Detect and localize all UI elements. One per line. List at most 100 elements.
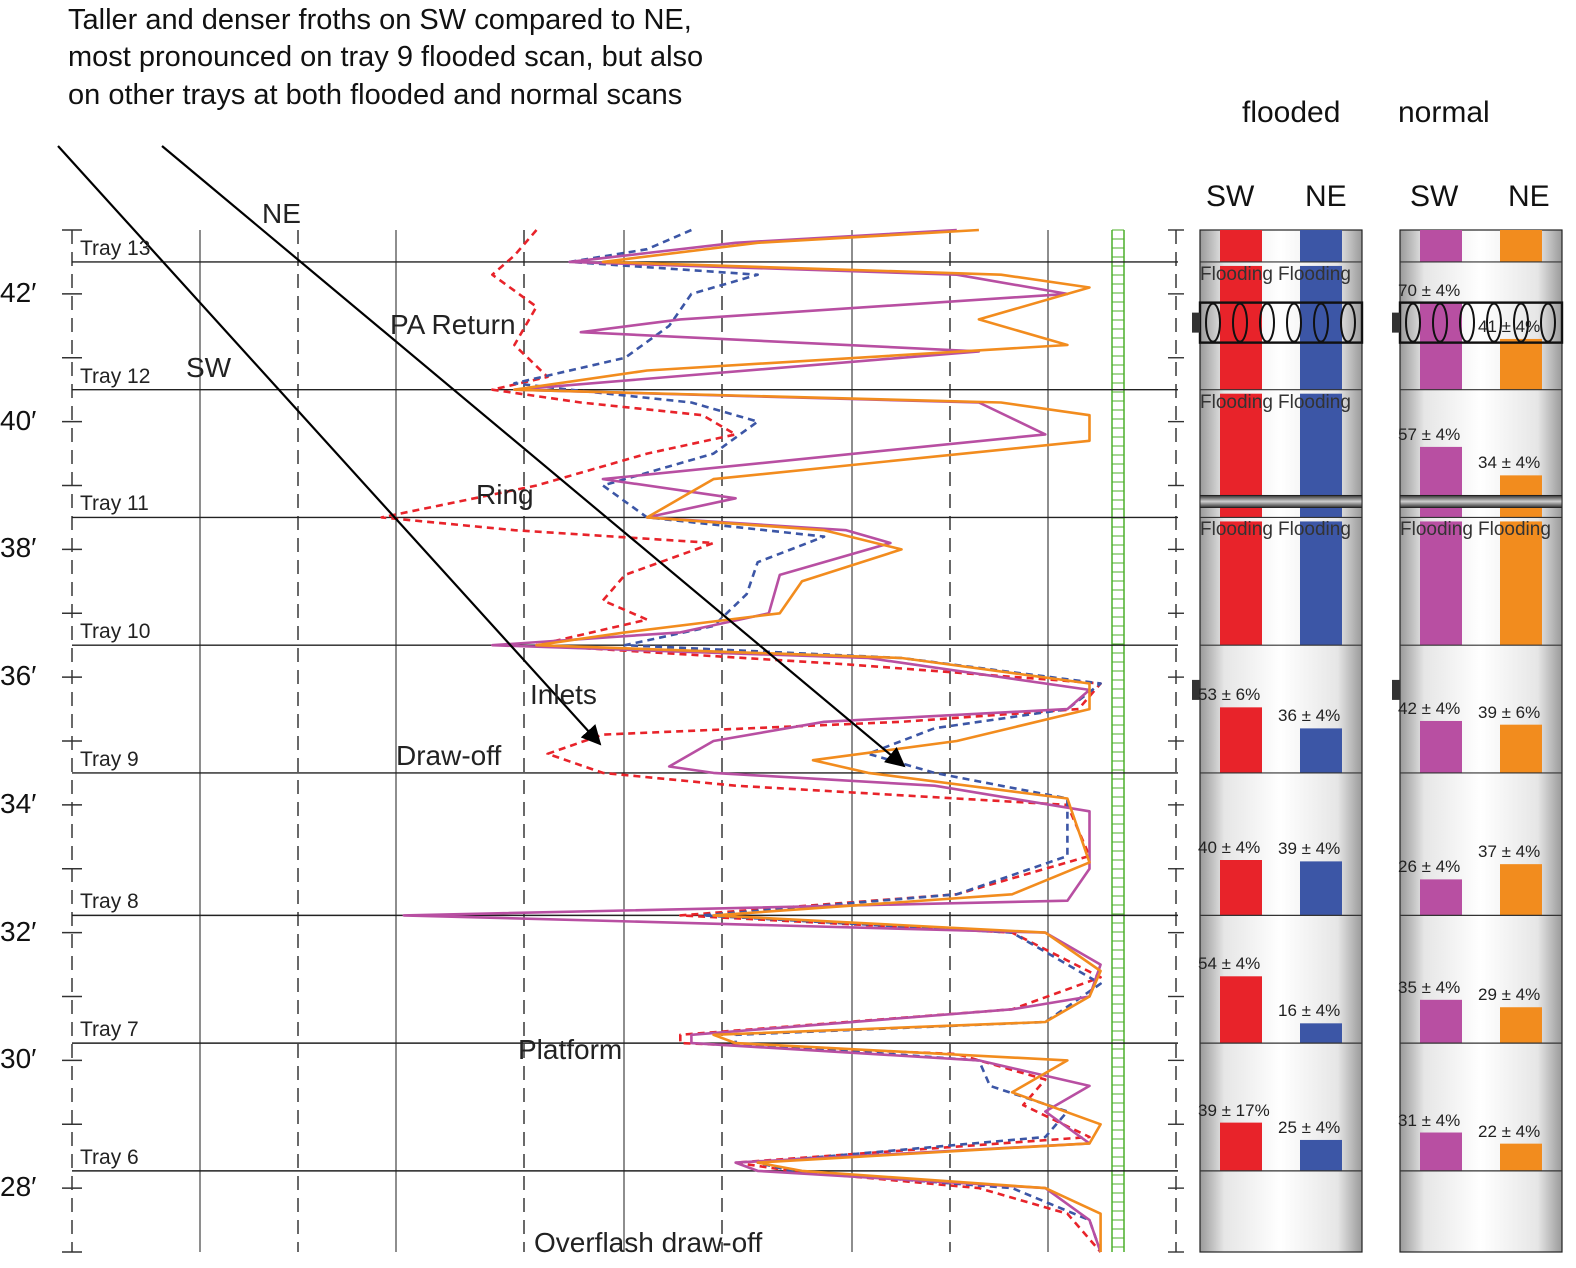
distributor-pipe — [1540, 302, 1556, 343]
normal-sw-value-label: 35 ± 4% — [1398, 977, 1461, 997]
normal-ne-header: NE — [1508, 180, 1550, 213]
y-tick-label: 32′ — [0, 915, 37, 947]
annotation-line-3: on other trays at both flooded and norma… — [68, 79, 683, 111]
distributor-pipe — [1205, 302, 1221, 343]
flooded-ne-bar — [1300, 861, 1342, 916]
flooded-sw-bar — [1220, 1171, 1262, 1252]
flooded-sw-value-label: 53 ± 6% — [1198, 685, 1261, 705]
normal-ne-bar — [1500, 338, 1542, 390]
tower-columns — [1192, 229, 1564, 1253]
flooded-ne-value-label: 25 ± 4% — [1278, 1117, 1341, 1137]
annotation-line-1: Taller and denser froths on SW compared … — [68, 4, 692, 36]
scan-series — [380, 228, 1102, 1253]
flooded-sw-bar — [1220, 976, 1262, 1044]
flooded-sw-bar — [1220, 860, 1262, 916]
flooded-ne-bar — [1300, 728, 1342, 773]
ne-arrow — [161, 145, 906, 768]
y-tick-label: 38′ — [0, 532, 37, 564]
flooded-sw-flooding-label: Flooding — [1200, 263, 1273, 285]
normal-ne-value-label: 41 ± 4% — [1478, 316, 1541, 336]
distributor-pipe — [1513, 302, 1529, 343]
flooded-sw-value-label: 40 ± 4% — [1198, 838, 1261, 857]
feature-label: Platform — [518, 1034, 623, 1065]
tray-label: Tray 6 — [80, 1145, 139, 1169]
distributor-pipe — [1232, 302, 1248, 343]
ring-band — [1199, 494, 1363, 508]
normal-sw-bar — [1420, 1171, 1462, 1252]
flooded-header: flooded — [1242, 96, 1341, 129]
y-tick-label: 28′ — [0, 1171, 37, 1203]
y-tick-label: 30′ — [0, 1043, 37, 1075]
flooded-sw-header: SW — [1206, 180, 1255, 213]
series-line-normal_sw — [402, 228, 1102, 1253]
ne-arrow-label: NE — [262, 198, 301, 229]
flooded-sw-flooding-label: Flooding — [1200, 391, 1273, 413]
flooded-sw-bar — [1220, 230, 1262, 262]
normal-sw-value-label: 70 ± 4% — [1398, 281, 1461, 301]
normal-sw-bar — [1420, 521, 1462, 646]
annotation-arrows — [57, 145, 906, 768]
distributor-pipe — [1486, 302, 1502, 343]
distributor-pipe — [1286, 302, 1302, 343]
normal-sw-flooding-label: Flooding — [1400, 519, 1473, 541]
flooded-sw-bar — [1220, 521, 1262, 646]
normal-ne-bar — [1500, 724, 1542, 773]
nozzle-icon — [1192, 312, 1200, 333]
flooded-ne-value-label: 16 ± 4% — [1278, 1001, 1341, 1021]
normal-sw-value-label: 42 ± 4% — [1398, 698, 1461, 718]
flooded-ne-flooding-label: Flooding — [1278, 519, 1351, 541]
series-line-flooded_ne — [513, 228, 1102, 1253]
normal-ne-value-label: 37 ± 4% — [1478, 842, 1541, 862]
normal-ne-value-label: 39 ± 6% — [1478, 702, 1541, 722]
series-line-normal_ne — [513, 228, 1102, 1252]
feature-label: Overflash draw-off — [534, 1227, 763, 1258]
flooded-sw-value-label: 54 ± 4% — [1198, 954, 1261, 974]
distributor-pipe — [1313, 302, 1329, 343]
distributor-pipe — [1432, 302, 1448, 343]
tray-label: Tray 8 — [80, 890, 139, 914]
normal-ne-bar — [1500, 1007, 1542, 1044]
feature-label: Inlets — [530, 679, 597, 710]
flooded-ne-value-label: 39 ± 4% — [1278, 839, 1341, 859]
normal-ne-flooding-label: Flooding — [1478, 519, 1551, 541]
flooded-ne-bar — [1300, 521, 1342, 646]
flooded-ne-flooding-label: Flooding — [1278, 263, 1351, 285]
normal-sw-bar — [1420, 1132, 1462, 1171]
nozzle-icon — [1192, 679, 1200, 700]
sw-arrow — [57, 145, 602, 746]
flooded-sw-bar — [1220, 265, 1262, 390]
normal-sw-bar — [1420, 879, 1462, 916]
normal-sw-bar — [1420, 230, 1462, 262]
flooded-ne-header: NE — [1305, 180, 1347, 213]
ring-band — [1399, 494, 1563, 508]
tray-label: Tray 10 — [80, 620, 151, 644]
y-tick-label: 42′ — [0, 276, 37, 308]
nozzle-icon — [1392, 312, 1400, 333]
tray-label: Tray 7 — [80, 1018, 139, 1042]
y-tick-label: 34′ — [0, 787, 37, 819]
normal-ne-bar — [1500, 864, 1542, 916]
normal-sw-bar — [1420, 303, 1462, 390]
normal-ne-bar — [1500, 521, 1542, 646]
flooded-ne-bar — [1300, 265, 1342, 390]
tray-label: Tray 11 — [80, 492, 149, 516]
tray-label: Tray 12 — [80, 364, 151, 388]
normal-ne-bar — [1500, 230, 1542, 262]
normal-ne-value-label: 22 ± 4% — [1478, 1121, 1541, 1141]
tray-label: Tray 9 — [80, 747, 139, 771]
nozzle-icon — [1392, 679, 1400, 700]
normal-header: normal — [1398, 96, 1490, 129]
feature-label: Ring — [476, 479, 534, 510]
normal-sw-bar — [1420, 999, 1462, 1044]
tray-lines — [72, 261, 1178, 1172]
sw-arrow-label: SW — [186, 352, 232, 383]
annotation-line-2: most pronounced on tray 9 flooded scan, … — [68, 41, 704, 73]
flooded-sw-bar — [1220, 1122, 1262, 1171]
normal-sw-bar — [1420, 720, 1462, 773]
flooded-ne-bar — [1300, 1023, 1342, 1044]
flooded-ne-value-label: 36 ± 4% — [1278, 706, 1341, 726]
normal-sw-header: SW — [1410, 180, 1459, 213]
normal-sw-value-label: 31 ± 4% — [1398, 1110, 1461, 1130]
distributor-pipe — [1259, 302, 1275, 343]
